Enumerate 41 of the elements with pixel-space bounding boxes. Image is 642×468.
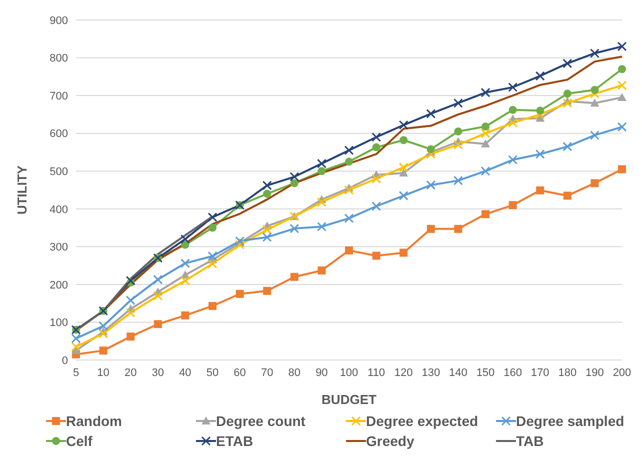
legend-label: TAB: [516, 433, 544, 449]
legend-label: ETAB: [216, 433, 254, 449]
x-tick-label: 180: [558, 366, 577, 379]
y-tick-label: 500: [50, 166, 68, 178]
y-tick-label: 100: [50, 317, 68, 330]
legend-label: Random: [66, 413, 122, 429]
x-tick-label: 60: [234, 366, 246, 379]
x-tick-label: 150: [476, 366, 495, 379]
x-tick-label: 70: [260, 366, 274, 379]
x-tick-label: 30: [152, 366, 164, 379]
x-tick-label: 5: [72, 366, 80, 379]
x-tick-label: 200: [612, 366, 632, 379]
y-axis-title: UTILITY: [14, 165, 30, 215]
y-tick-label: 800: [50, 52, 68, 65]
y-tick-label: 300: [50, 242, 68, 254]
x-tick-label: 130: [422, 366, 440, 379]
legend-label: Degree expected: [366, 413, 478, 429]
legend-label: Degree count: [216, 413, 306, 429]
x-tick-label: 170: [530, 366, 550, 379]
x-tick-label: 90: [316, 366, 328, 379]
x-tick-label: 20: [124, 366, 137, 379]
legend-label: Degree sampled: [516, 413, 624, 429]
y-tick-label: 700: [50, 90, 68, 102]
y-tick-label: 900: [50, 14, 68, 27]
x-tick-label: 80: [288, 366, 301, 379]
x-tick-label: 120: [394, 366, 413, 379]
x-axis-title: BUDGET: [322, 392, 376, 407]
legend-label: Greedy: [366, 433, 414, 449]
x-tick-label: 50: [206, 366, 219, 379]
x-tick-label: 140: [449, 366, 468, 379]
x-tick-label: 190: [586, 366, 604, 379]
x-tick-label: 40: [179, 366, 192, 379]
y-tick-label: 600: [50, 128, 68, 140]
x-tick-label: 110: [368, 366, 386, 379]
x-tick-label: 10: [97, 366, 110, 379]
y-tick-label: 400: [50, 204, 68, 216]
y-tick-label: 200: [50, 279, 68, 292]
x-tick-label: 160: [504, 366, 522, 379]
legend-label: Celf: [66, 433, 92, 449]
x-tick-label: 100: [340, 366, 358, 379]
y-tick-label: 0: [62, 354, 68, 367]
